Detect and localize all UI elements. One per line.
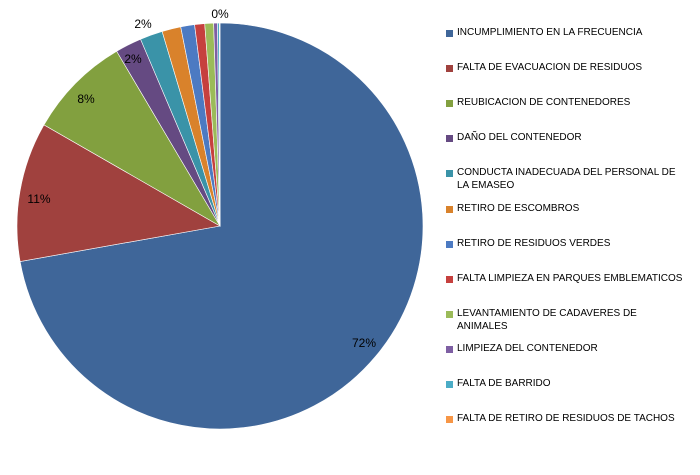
legend-label: FALTA DE EVACUACION DE RESIDUOS (457, 62, 643, 73)
legend-swatch (446, 206, 453, 213)
legend-swatch (446, 65, 453, 72)
legend-swatch (446, 346, 453, 353)
legend-label: DAÑO DEL CONTENEDOR (457, 132, 582, 143)
legend-swatch (446, 381, 453, 388)
legend-swatch (446, 241, 453, 248)
legend-item: FALTA DE EVACUACION DE RESIDUOS (446, 61, 686, 74)
legend-item: REUBICACION DE CONTENEDORES (446, 96, 686, 109)
legend-swatch (446, 276, 453, 283)
legend-swatch (446, 311, 453, 318)
legend-label: RETIRO DE RESIDUOS VERDES (457, 238, 611, 249)
legend-label: FALTA DE BARRIDO (457, 378, 551, 389)
legend-item: LEVANTAMIENTO DE CADAVERES DE ANIMALES (446, 307, 686, 333)
legend-label: LEVANTAMIENTO DE CADAVERES DE ANIMALES (457, 308, 637, 332)
legend-item: FALTA LIMPIEZA EN PARQUES EMBLEMATICOS (446, 272, 686, 285)
slice-data-label: 72% (352, 336, 376, 350)
pie-slice (219, 22, 221, 227)
legend-label: INCUMPLIMIENTO EN LA FRECUENCIA (457, 27, 643, 38)
legend-label: CONDUCTA INADECUADA DEL PERSONAL DE LA E… (457, 167, 676, 191)
pie-slice (43, 50, 221, 227)
legend-swatch (446, 30, 453, 37)
legend-item: FALTA DE BARRIDO (446, 377, 686, 390)
legend-swatch (446, 170, 453, 177)
slice-data-label: 2% (134, 17, 152, 31)
legend-swatch (446, 100, 453, 107)
legend-item: DAÑO DEL CONTENEDOR (446, 131, 686, 144)
legend-label: LIMPIEZA DEL CONTENEDOR (457, 343, 598, 354)
slice-data-label: 2% (124, 52, 142, 66)
legend-item: FALTA DE RETIRO DE RESIDUOS DE TACHOS (446, 412, 686, 425)
legend-label: FALTA LIMPIEZA EN PARQUES EMBLEMATICOS (457, 273, 683, 284)
legend-label: RETIRO DE ESCOMBROS (457, 203, 580, 214)
legend-item: LIMPIEZA DEL CONTENEDOR (446, 342, 686, 355)
legend-item: INCUMPLIMIENTO EN LA FRECUENCIA (446, 26, 686, 39)
pie-slice (16, 124, 221, 262)
legend-item: CONDUCTA INADECUADA DEL PERSONAL DE LA E… (446, 166, 686, 192)
legend-label: REUBICACION DE CONTENEDORES (457, 97, 631, 108)
legend-item: RETIRO DE RESIDUOS VERDES (446, 237, 686, 250)
slice-data-label: 8% (77, 92, 95, 106)
legend-item: RETIRO DE ESCOMBROS (446, 202, 686, 215)
legend-label: FALTA DE RETIRO DE RESIDUOS DE TACHOS (457, 413, 675, 424)
slice-data-label: 0% (211, 7, 229, 21)
pie-slice (19, 22, 424, 430)
legend-swatch (446, 135, 453, 142)
legend-swatch (446, 416, 453, 423)
slice-data-label: 11% (27, 192, 50, 206)
